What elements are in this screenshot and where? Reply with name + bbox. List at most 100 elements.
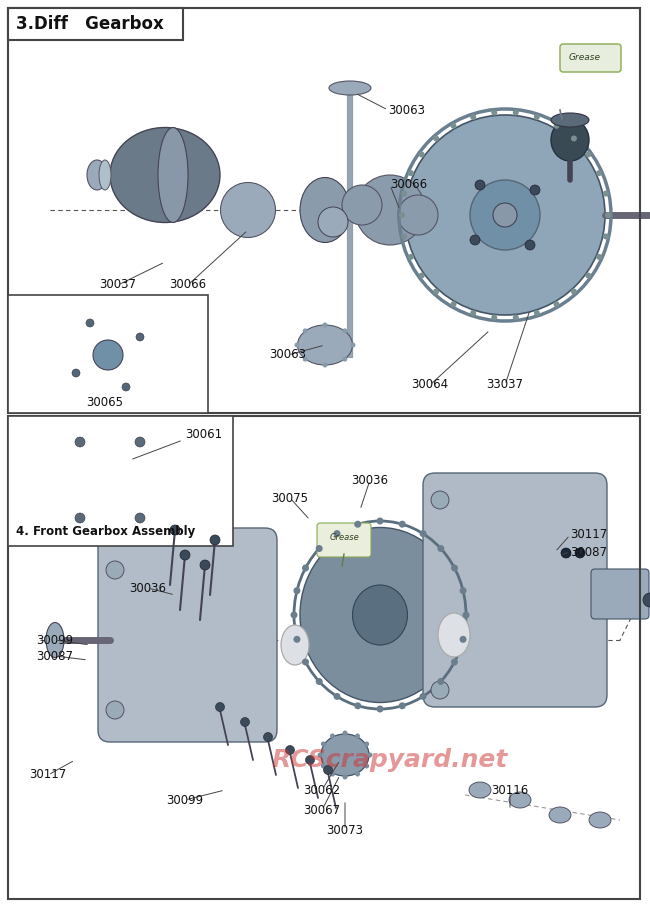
Text: 30063: 30063 — [270, 348, 307, 362]
Text: 30065: 30065 — [86, 395, 124, 408]
Circle shape — [530, 185, 540, 195]
Circle shape — [470, 235, 480, 245]
Ellipse shape — [438, 613, 470, 657]
Ellipse shape — [596, 254, 602, 260]
Circle shape — [136, 333, 144, 341]
Ellipse shape — [419, 693, 426, 700]
Ellipse shape — [437, 545, 445, 552]
Ellipse shape — [586, 151, 592, 158]
Ellipse shape — [586, 272, 592, 278]
Ellipse shape — [451, 564, 458, 571]
Circle shape — [135, 513, 145, 523]
Ellipse shape — [571, 288, 577, 295]
Circle shape — [405, 115, 605, 315]
Circle shape — [122, 383, 130, 391]
Ellipse shape — [364, 742, 369, 746]
Ellipse shape — [469, 782, 491, 798]
Text: 30036: 30036 — [352, 473, 389, 486]
Ellipse shape — [463, 611, 469, 619]
Ellipse shape — [158, 128, 188, 222]
FancyBboxPatch shape — [591, 569, 649, 619]
Ellipse shape — [298, 325, 352, 365]
Ellipse shape — [513, 315, 519, 320]
Text: 4. Front Gearbox Assembly: 4. Front Gearbox Assembly — [16, 525, 195, 539]
Ellipse shape — [343, 356, 347, 362]
Ellipse shape — [180, 550, 190, 560]
Ellipse shape — [99, 160, 111, 190]
Ellipse shape — [460, 587, 467, 594]
Text: 33037: 33037 — [486, 378, 523, 392]
Ellipse shape — [376, 518, 384, 524]
Text: 30099: 30099 — [166, 794, 203, 806]
Ellipse shape — [470, 114, 476, 120]
Ellipse shape — [352, 585, 408, 645]
Ellipse shape — [401, 233, 408, 239]
Circle shape — [493, 203, 517, 227]
Text: 30062: 30062 — [304, 784, 341, 796]
Ellipse shape — [46, 622, 64, 658]
Ellipse shape — [170, 525, 180, 535]
Ellipse shape — [106, 561, 124, 579]
Ellipse shape — [316, 545, 322, 552]
Ellipse shape — [210, 535, 220, 545]
Text: 3.Diff   Gearbox: 3.Diff Gearbox — [16, 15, 164, 33]
Circle shape — [75, 437, 85, 447]
Ellipse shape — [450, 301, 456, 307]
Ellipse shape — [322, 363, 328, 367]
Ellipse shape — [350, 343, 356, 347]
Bar — [8, 8, 183, 40]
Bar — [8, 416, 233, 546]
Ellipse shape — [431, 491, 449, 509]
Ellipse shape — [200, 560, 210, 570]
Text: 30087: 30087 — [570, 545, 607, 559]
Ellipse shape — [333, 530, 341, 537]
Circle shape — [475, 180, 485, 190]
Ellipse shape — [291, 611, 298, 619]
Ellipse shape — [367, 753, 372, 757]
Circle shape — [135, 437, 145, 447]
Text: 30087: 30087 — [36, 649, 73, 662]
Circle shape — [561, 548, 571, 558]
Ellipse shape — [318, 207, 348, 237]
Ellipse shape — [240, 717, 250, 727]
Ellipse shape — [285, 746, 294, 755]
Ellipse shape — [603, 233, 609, 239]
Ellipse shape — [431, 681, 449, 699]
Ellipse shape — [470, 310, 476, 316]
Ellipse shape — [300, 178, 350, 242]
Ellipse shape — [460, 636, 467, 643]
Text: 30061: 30061 — [185, 428, 222, 442]
Circle shape — [93, 340, 123, 370]
Ellipse shape — [355, 175, 425, 245]
Ellipse shape — [293, 587, 300, 594]
FancyBboxPatch shape — [317, 523, 371, 557]
Ellipse shape — [160, 329, 176, 381]
Ellipse shape — [419, 151, 424, 158]
Text: 30117: 30117 — [29, 768, 66, 782]
Ellipse shape — [437, 678, 445, 685]
Text: 30099: 30099 — [36, 633, 73, 647]
Text: 30037: 30037 — [99, 278, 136, 291]
Ellipse shape — [408, 254, 414, 260]
Ellipse shape — [355, 734, 360, 738]
Circle shape — [470, 180, 540, 250]
Ellipse shape — [293, 636, 300, 643]
Ellipse shape — [324, 766, 333, 775]
Ellipse shape — [329, 81, 371, 95]
Ellipse shape — [534, 114, 540, 120]
Ellipse shape — [281, 625, 309, 665]
Ellipse shape — [294, 343, 300, 347]
FancyBboxPatch shape — [32, 427, 178, 533]
Ellipse shape — [106, 701, 124, 719]
Ellipse shape — [398, 521, 406, 528]
Ellipse shape — [551, 113, 589, 127]
Circle shape — [86, 319, 94, 327]
Ellipse shape — [317, 753, 322, 757]
Ellipse shape — [343, 775, 348, 779]
Ellipse shape — [376, 706, 384, 713]
Ellipse shape — [263, 733, 272, 742]
Ellipse shape — [419, 530, 426, 537]
Circle shape — [643, 593, 650, 607]
Circle shape — [56, 303, 160, 407]
Text: Grease: Grease — [329, 533, 359, 542]
